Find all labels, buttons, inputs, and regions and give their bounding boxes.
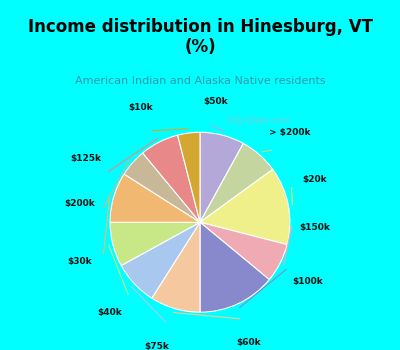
Text: $150k: $150k [299, 223, 330, 232]
Text: > $200k: > $200k [269, 128, 311, 137]
Text: $100k: $100k [292, 277, 323, 286]
Text: $75k: $75k [145, 342, 170, 350]
Wedge shape [200, 222, 287, 280]
Text: $50k: $50k [203, 97, 228, 106]
Text: $60k: $60k [237, 338, 261, 347]
Text: $125k: $125k [70, 154, 101, 163]
Text: $200k: $200k [64, 199, 95, 208]
Wedge shape [143, 135, 200, 222]
Text: $30k: $30k [67, 257, 92, 266]
Wedge shape [200, 132, 243, 222]
Wedge shape [200, 222, 269, 312]
Wedge shape [178, 132, 200, 222]
Wedge shape [200, 144, 273, 222]
Wedge shape [200, 169, 290, 245]
Text: Income distribution in Hinesburg, VT
(%): Income distribution in Hinesburg, VT (%) [28, 18, 372, 56]
Text: City-Data.com: City-Data.com [227, 116, 291, 125]
Text: $10k: $10k [128, 103, 153, 112]
Text: $20k: $20k [302, 175, 327, 184]
Text: American Indian and Alaska Native residents: American Indian and Alaska Native reside… [75, 76, 325, 86]
Text: $40k: $40k [98, 308, 122, 317]
Wedge shape [121, 222, 200, 298]
Wedge shape [110, 222, 200, 266]
Wedge shape [110, 174, 200, 222]
Wedge shape [152, 222, 200, 312]
Wedge shape [124, 153, 200, 222]
